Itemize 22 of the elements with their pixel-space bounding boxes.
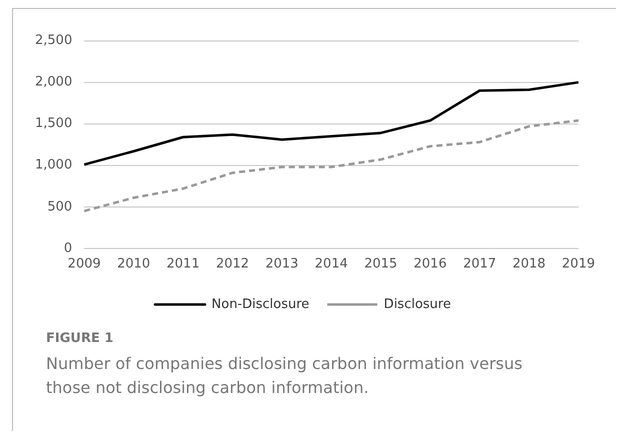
line-series xyxy=(82,119,580,212)
y-tick-label: 0 xyxy=(64,240,72,256)
caption: FIGURE 1 xyxy=(46,331,114,346)
y-tick-label: 2,000 xyxy=(35,74,72,90)
x-tick-label: 2013 xyxy=(265,256,298,272)
x-tick-label: 2010 xyxy=(117,256,150,272)
x-tick-label: 2017 xyxy=(463,256,496,272)
x-tick-label: 2009 xyxy=(68,256,101,272)
x-tick-label: 2019 xyxy=(562,256,596,272)
x-tick-label: 2014 xyxy=(314,256,348,272)
text: Number of companies disclosing carbon information versus those not disclosing carbon information. xyxy=(46,353,524,399)
x-tick-label: 2012 xyxy=(216,256,250,272)
y-tick-label: 500 xyxy=(47,199,72,214)
x-tick-label: 2016 xyxy=(414,256,447,272)
y-tick-label: 2,500 xyxy=(35,33,72,48)
x-tick-label: 2018 xyxy=(512,256,546,272)
y-tick-label: 1,500 xyxy=(35,116,72,132)
x-tick-label: 2015 xyxy=(364,256,398,272)
y-tick-label: 1,000 xyxy=(35,158,72,173)
x-tick-label: 2011 xyxy=(166,256,200,272)
legend-label: Non-Disclosure xyxy=(212,296,310,312)
legend-label: Disclosure xyxy=(384,296,451,312)
